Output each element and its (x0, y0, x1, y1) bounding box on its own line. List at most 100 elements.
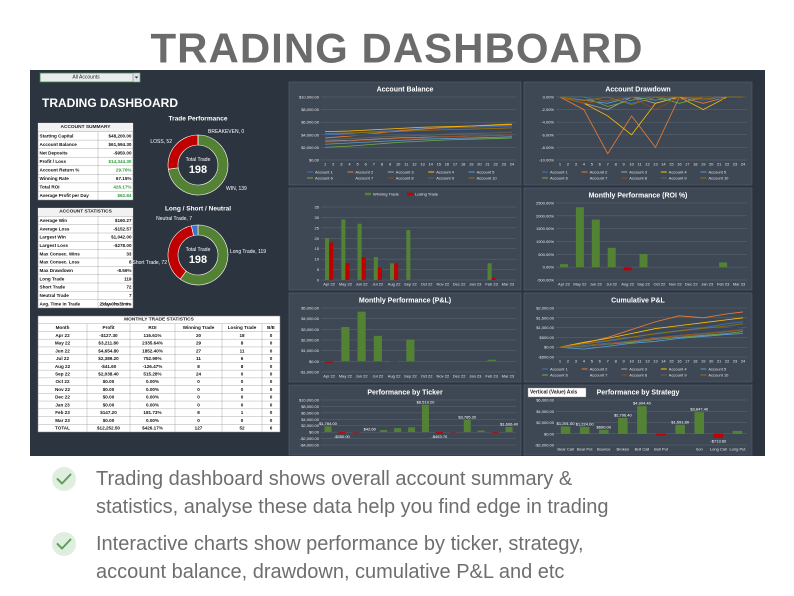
table-cell: Apr 22 (55, 333, 70, 338)
x-tick-label: 12 (645, 359, 650, 364)
legend-label: Winning Trade (373, 192, 400, 197)
bullet-text: Trading dashboard shows overall account … (96, 468, 573, 490)
y-tick-label: $1,000.00 (301, 348, 320, 353)
x-tick-label: 23 (733, 359, 738, 364)
table-cell: 8 (197, 410, 200, 415)
bar (656, 433, 666, 436)
x-tick-label: 19 (701, 162, 706, 167)
donut-title: Trade Performance (169, 116, 228, 123)
legend-label: Account 6 (315, 176, 334, 181)
y-tick-label: $1,000.00 (536, 325, 555, 330)
x-tick-label: 17 (453, 162, 458, 167)
y-tick-label: $0.00 (309, 158, 320, 163)
y-tick-label: 0.00% (543, 95, 555, 100)
row-value: -$152.57 (113, 226, 132, 231)
check-icon-bg (52, 467, 76, 491)
y-tick-label: $4,000.00 (536, 409, 555, 414)
table-cell: 24 (196, 372, 202, 377)
y-tick-label: $2,000.00 (301, 423, 320, 428)
x-tick-label: 7 (373, 162, 376, 167)
table-cell: 0 (270, 379, 273, 384)
y-tick-label: -500.00% (537, 278, 555, 283)
x-tick-label: 6 (599, 359, 602, 364)
table-cell: 0.00% (146, 379, 159, 384)
bar (377, 267, 382, 280)
x-tick-label: 20 (477, 162, 482, 167)
bar (373, 335, 382, 362)
data-label: $3,785.20 (458, 414, 477, 419)
slice-label: Neutral Trade, 7 (156, 216, 192, 222)
legend-label: Account 4 (436, 170, 455, 175)
table-cell: 0.00% (146, 402, 159, 407)
row-value: $48,200.00 (109, 133, 132, 138)
x-tick-label: 3 (340, 162, 343, 167)
y-tick-label: $2,000.00 (301, 338, 320, 343)
x-tick-label: 16 (445, 162, 450, 167)
x-tick-label: 8 (381, 162, 384, 167)
slice-label: BREAKEVEN, 0 (208, 129, 244, 135)
y-tick-label: $6,000.00 (536, 398, 555, 403)
x-tick-label: 10 (396, 162, 401, 167)
table-cell: 0 (270, 418, 273, 423)
line-series (559, 96, 744, 105)
row-value: 119 (124, 276, 132, 281)
x-tick-label: 15 (669, 359, 674, 364)
x-tick-label: Nov 22 (437, 374, 450, 379)
x-tick-label: Long Put (729, 447, 746, 452)
legend-label: Account 5 (708, 170, 727, 175)
x-tick-label: Mar 23 (502, 374, 515, 379)
x-tick-label: 7 (607, 162, 610, 167)
table-cell: 0 (197, 379, 200, 384)
x-tick-label: 9 (389, 162, 392, 167)
row-value: 7 (129, 293, 132, 298)
table-cell: 752.99% (143, 356, 161, 361)
x-tick-label: Sep 22 (637, 282, 650, 287)
row-label: Profit / Loss (40, 159, 67, 164)
y-tick-label: -6.00% (541, 132, 554, 137)
chart-title: Cumulative P&L (611, 298, 665, 305)
x-tick-label: 17 (685, 162, 690, 167)
table-cell: 6 (241, 356, 244, 361)
x-tick-label: 10 (629, 162, 634, 167)
y-tick-label: 5 (317, 267, 320, 272)
x-tick-label: 9 (623, 359, 626, 364)
table-cell: 0 (270, 402, 273, 407)
x-tick-label: 7 (607, 359, 610, 364)
y-tick-label: $2,000.00 (301, 145, 320, 150)
row-value: 67.15% (116, 176, 132, 181)
table-cell: 8 (197, 364, 200, 369)
row-value: -8.56% (117, 268, 132, 273)
x-tick-label: Bull Put (654, 447, 669, 452)
x-tick-label: 19 (701, 359, 706, 364)
y-tick-label: -4.00% (541, 120, 554, 125)
y-tick-label: -8.00% (541, 145, 554, 150)
chart-title: Monthly Performance (P&L) (359, 298, 451, 305)
x-tick-label: 14 (428, 162, 433, 167)
bar (325, 238, 330, 280)
x-tick-label: Jul 22 (373, 282, 384, 287)
y-tick-label: 15 (315, 246, 320, 251)
y-tick-label: -$1,000.00 (300, 370, 320, 375)
x-tick-label: 4 (348, 162, 351, 167)
x-tick-label: 15 (437, 162, 442, 167)
x-tick-label: Apr 22 (558, 282, 571, 287)
x-tick-label: Oct 22 (421, 374, 434, 379)
x-tick-label: Dec 22 (453, 282, 466, 287)
bar (345, 263, 350, 280)
x-tick-label: 21 (717, 162, 722, 167)
data-label: -$713.60 (710, 438, 727, 443)
table-cell: 0 (197, 402, 200, 407)
total-cell: $426.17% (142, 426, 163, 431)
row-value: $62.84 (117, 193, 131, 198)
line-series (325, 136, 512, 145)
table-cell: Aug 22 (55, 364, 71, 369)
x-tick-label: 1 (559, 359, 562, 364)
y-tick-label: $0.00 (309, 430, 320, 435)
x-tick-label: Jul 22 (373, 374, 384, 379)
x-tick-label: 2 (332, 162, 335, 167)
y-tick-label: 0 (317, 278, 320, 283)
legend-label: Account 1 (315, 170, 334, 175)
x-tick-label: Aug 22 (388, 282, 401, 287)
table-cell: 8 (241, 341, 244, 346)
dropdown-arrow (134, 76, 139, 79)
